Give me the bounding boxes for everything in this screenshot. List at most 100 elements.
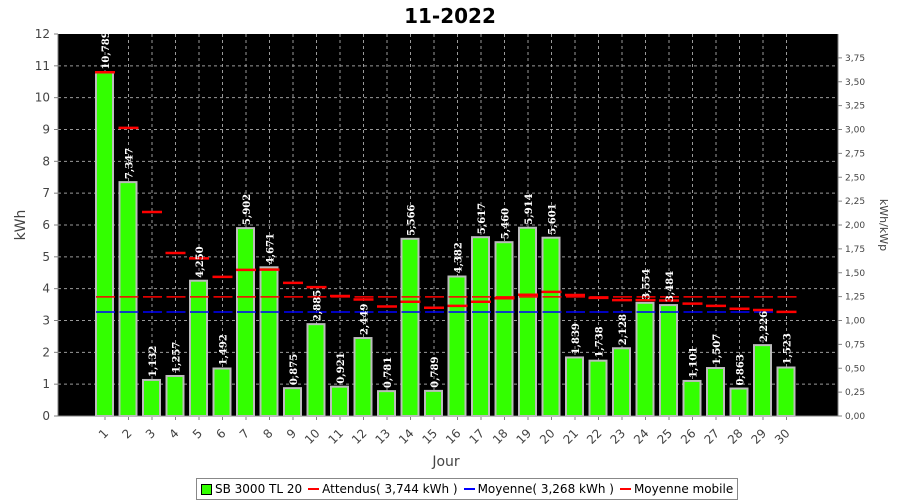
x-tick-label: 29 bbox=[748, 426, 769, 447]
bar bbox=[189, 279, 208, 418]
legend-swatch-moyenne-mobile bbox=[619, 488, 631, 490]
bar bbox=[400, 237, 420, 417]
x-tick-label: 3 bbox=[143, 426, 158, 441]
y-tick-label: 10 bbox=[35, 91, 50, 105]
x-tick-label: 8 bbox=[260, 426, 275, 441]
x-tick-label: 25 bbox=[654, 426, 675, 447]
bar-value-label: 2,226 bbox=[759, 311, 770, 342]
y2-tick-label: 3,75 bbox=[845, 54, 865, 64]
bar-value-label: 10,789 bbox=[101, 31, 112, 69]
legend-label-moyenne: Moyenne( 3,268 kWh ) bbox=[477, 482, 614, 496]
bar-value-label: 0,789 bbox=[430, 357, 441, 388]
bar bbox=[541, 236, 561, 417]
y2-tick-label: 3,25 bbox=[845, 102, 865, 112]
bar bbox=[212, 367, 232, 418]
bar-value-label: 0,781 bbox=[383, 357, 394, 388]
x-tick-label: 10 bbox=[302, 426, 323, 447]
bar-value-label: 4,250 bbox=[195, 246, 206, 277]
bar bbox=[118, 181, 138, 417]
y2-tick-label: 3,50 bbox=[845, 78, 865, 88]
bar bbox=[236, 227, 255, 417]
bar bbox=[565, 356, 584, 417]
y-tick-label: 1 bbox=[42, 377, 50, 391]
y2-tick-label: 0,25 bbox=[845, 388, 865, 398]
x-axis-title: Jour bbox=[431, 454, 460, 470]
x-tick-label: 23 bbox=[607, 426, 628, 447]
bar-value-label: 2,128 bbox=[618, 314, 629, 345]
bar bbox=[706, 367, 725, 417]
x-tick-label: 28 bbox=[725, 426, 746, 447]
bar bbox=[95, 71, 114, 417]
x-tick-label: 20 bbox=[537, 426, 558, 447]
bar bbox=[518, 226, 537, 417]
bar bbox=[330, 385, 349, 417]
bar-value-label: 4,671 bbox=[266, 233, 277, 264]
bar-value-label: 1,507 bbox=[712, 334, 723, 365]
legend-label-attendus: Attendus( 3,744 kWh ) bbox=[322, 482, 458, 496]
y2-axis-title: kWh/kWp bbox=[877, 199, 890, 251]
legend-swatch-attendus bbox=[308, 488, 320, 490]
bar-value-label: 0,921 bbox=[336, 352, 347, 383]
bar-value-label: 1,523 bbox=[783, 333, 794, 364]
x-tick-label: 14 bbox=[396, 426, 417, 447]
y2-tick-label: 0,75 bbox=[845, 340, 865, 350]
x-tick-label: 17 bbox=[466, 426, 487, 447]
x-tick-label: 2 bbox=[119, 426, 134, 441]
bar bbox=[753, 344, 772, 418]
y2-tick-label: 1,50 bbox=[845, 269, 865, 279]
bar bbox=[729, 387, 749, 417]
y-tick-label: 0 bbox=[42, 409, 50, 423]
x-tick-label: 9 bbox=[284, 426, 299, 441]
bar-value-label: 3,554 bbox=[642, 269, 653, 300]
y-tick-label: 12 bbox=[35, 27, 50, 41]
bar bbox=[353, 337, 373, 417]
legend-label-moyenne-mobile: Moyenne mobile bbox=[633, 482, 734, 496]
y2-tick-label: 1,25 bbox=[845, 293, 865, 303]
bar-value-label: 5,902 bbox=[242, 194, 253, 225]
y-tick-label: 4 bbox=[42, 282, 50, 296]
bar-value-label: 1,839 bbox=[571, 323, 582, 354]
y2-tick-label: 2,50 bbox=[845, 173, 865, 183]
y-tick-label: 6 bbox=[42, 218, 50, 232]
y2-tick-label: 0,00 bbox=[845, 412, 865, 422]
x-tick-label: 21 bbox=[560, 426, 581, 447]
bar-value-label: 3,484 bbox=[665, 271, 676, 302]
bar-value-label: 5,914 bbox=[524, 193, 535, 224]
bar-value-label: 1,257 bbox=[172, 342, 183, 373]
x-tick-label: 15 bbox=[419, 426, 440, 447]
x-tick-label: 16 bbox=[443, 426, 464, 447]
x-tick-label: 12 bbox=[349, 426, 370, 447]
x-tick-label: 11 bbox=[325, 426, 346, 447]
bar-value-label: 4,382 bbox=[454, 242, 465, 273]
bar bbox=[682, 379, 702, 418]
legend-label-production: SB 3000 TL 20 bbox=[215, 482, 303, 496]
legend-swatch-production bbox=[201, 483, 212, 495]
bar bbox=[142, 378, 161, 417]
bar-value-label: 5,460 bbox=[501, 208, 512, 239]
bar bbox=[283, 387, 302, 418]
bar-value-label: 1,738 bbox=[595, 326, 606, 357]
bar-value-label: 1,492 bbox=[219, 334, 230, 365]
chart-title: 11-2022 bbox=[404, 4, 496, 28]
legend-item-moyenne-mobile: Moyenne mobile bbox=[619, 482, 734, 496]
x-tick-label: 5 bbox=[190, 426, 205, 441]
y-axis-title: kWh bbox=[13, 210, 29, 241]
bar-value-label: 2,449 bbox=[360, 304, 371, 335]
x-tick-label: 7 bbox=[237, 426, 252, 441]
x-tick-label: 4 bbox=[166, 426, 181, 441]
bar bbox=[776, 366, 796, 417]
bar-value-label: 5,617 bbox=[477, 203, 488, 234]
legend-item-production: SB 3000 TL 20 bbox=[201, 482, 302, 496]
bar-value-label: 5,601 bbox=[548, 203, 559, 234]
bar bbox=[635, 301, 655, 417]
x-tick-label: 27 bbox=[701, 426, 722, 447]
y-tick-label: 7 bbox=[42, 186, 50, 200]
y2-tick-label: 1,00 bbox=[845, 317, 865, 327]
y-tick-label: 9 bbox=[42, 123, 50, 137]
y-tick-label: 3 bbox=[42, 314, 50, 328]
bar bbox=[612, 347, 631, 417]
bar-value-label: 1,101 bbox=[689, 347, 700, 378]
legend: SB 3000 TL 20 Attendus( 3,744 kWh ) Moye… bbox=[196, 478, 739, 500]
legend-item-attendus: Attendus( 3,744 kWh ) bbox=[308, 482, 458, 496]
